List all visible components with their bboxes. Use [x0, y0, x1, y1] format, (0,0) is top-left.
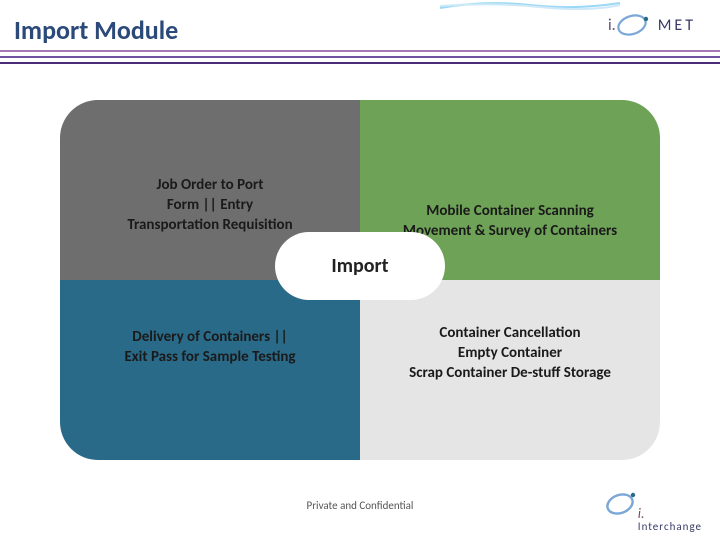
quad-bottom-left: Delivery of Containers || Exit Pass for … [60, 280, 360, 460]
header-rule-1 [0, 50, 720, 52]
quad-line: Form || Entry [167, 196, 253, 214]
footer-logo: i. Interchange [604, 488, 702, 532]
quad-br-lines: Container Cancellation Empty Container S… [370, 324, 650, 382]
header-rule-2 [0, 56, 720, 58]
brand-logo: i. MET [608, 14, 696, 36]
center-label-pill: Import [275, 232, 445, 300]
center-label: Import [331, 254, 388, 278]
footer-logo-text: Interchange [638, 521, 702, 532]
quad-line: Empty Container [458, 344, 562, 362]
decorative-wave [440, 0, 620, 10]
header-rule-3 [0, 62, 720, 64]
quad-line: Mobile Container Scanning [426, 202, 594, 220]
quad-line: Movement & Survey of Containers [403, 222, 617, 240]
brand-suffix: MET [658, 16, 696, 35]
quad-bl-lines: Delivery of Containers || Exit Pass for … [70, 328, 350, 366]
quad-line: Transportation Requisition [127, 216, 292, 234]
page-title: Import Module [14, 14, 178, 46]
quad-line: Delivery of Containers || [132, 328, 287, 346]
quad-line: Scrap Container De-stuff Storage [409, 364, 611, 382]
quad-line: Exit Pass for Sample Testing [124, 348, 295, 366]
brand-prefix: i. [608, 16, 616, 35]
footer-note: Private and Confidential [307, 499, 414, 512]
quad-tl-lines: Job Order to Port Form || Entry Transpor… [70, 176, 350, 234]
quad-line: Job Order to Port [157, 176, 264, 194]
footer-logo-prefix: i. [638, 507, 702, 521]
header: Import Module i. MET [0, 0, 720, 72]
quad-bottom-right: Container Cancellation Empty Container S… [360, 280, 660, 460]
brand-swoosh-icon [616, 14, 662, 36]
quad-line: Container Cancellation [439, 324, 580, 342]
